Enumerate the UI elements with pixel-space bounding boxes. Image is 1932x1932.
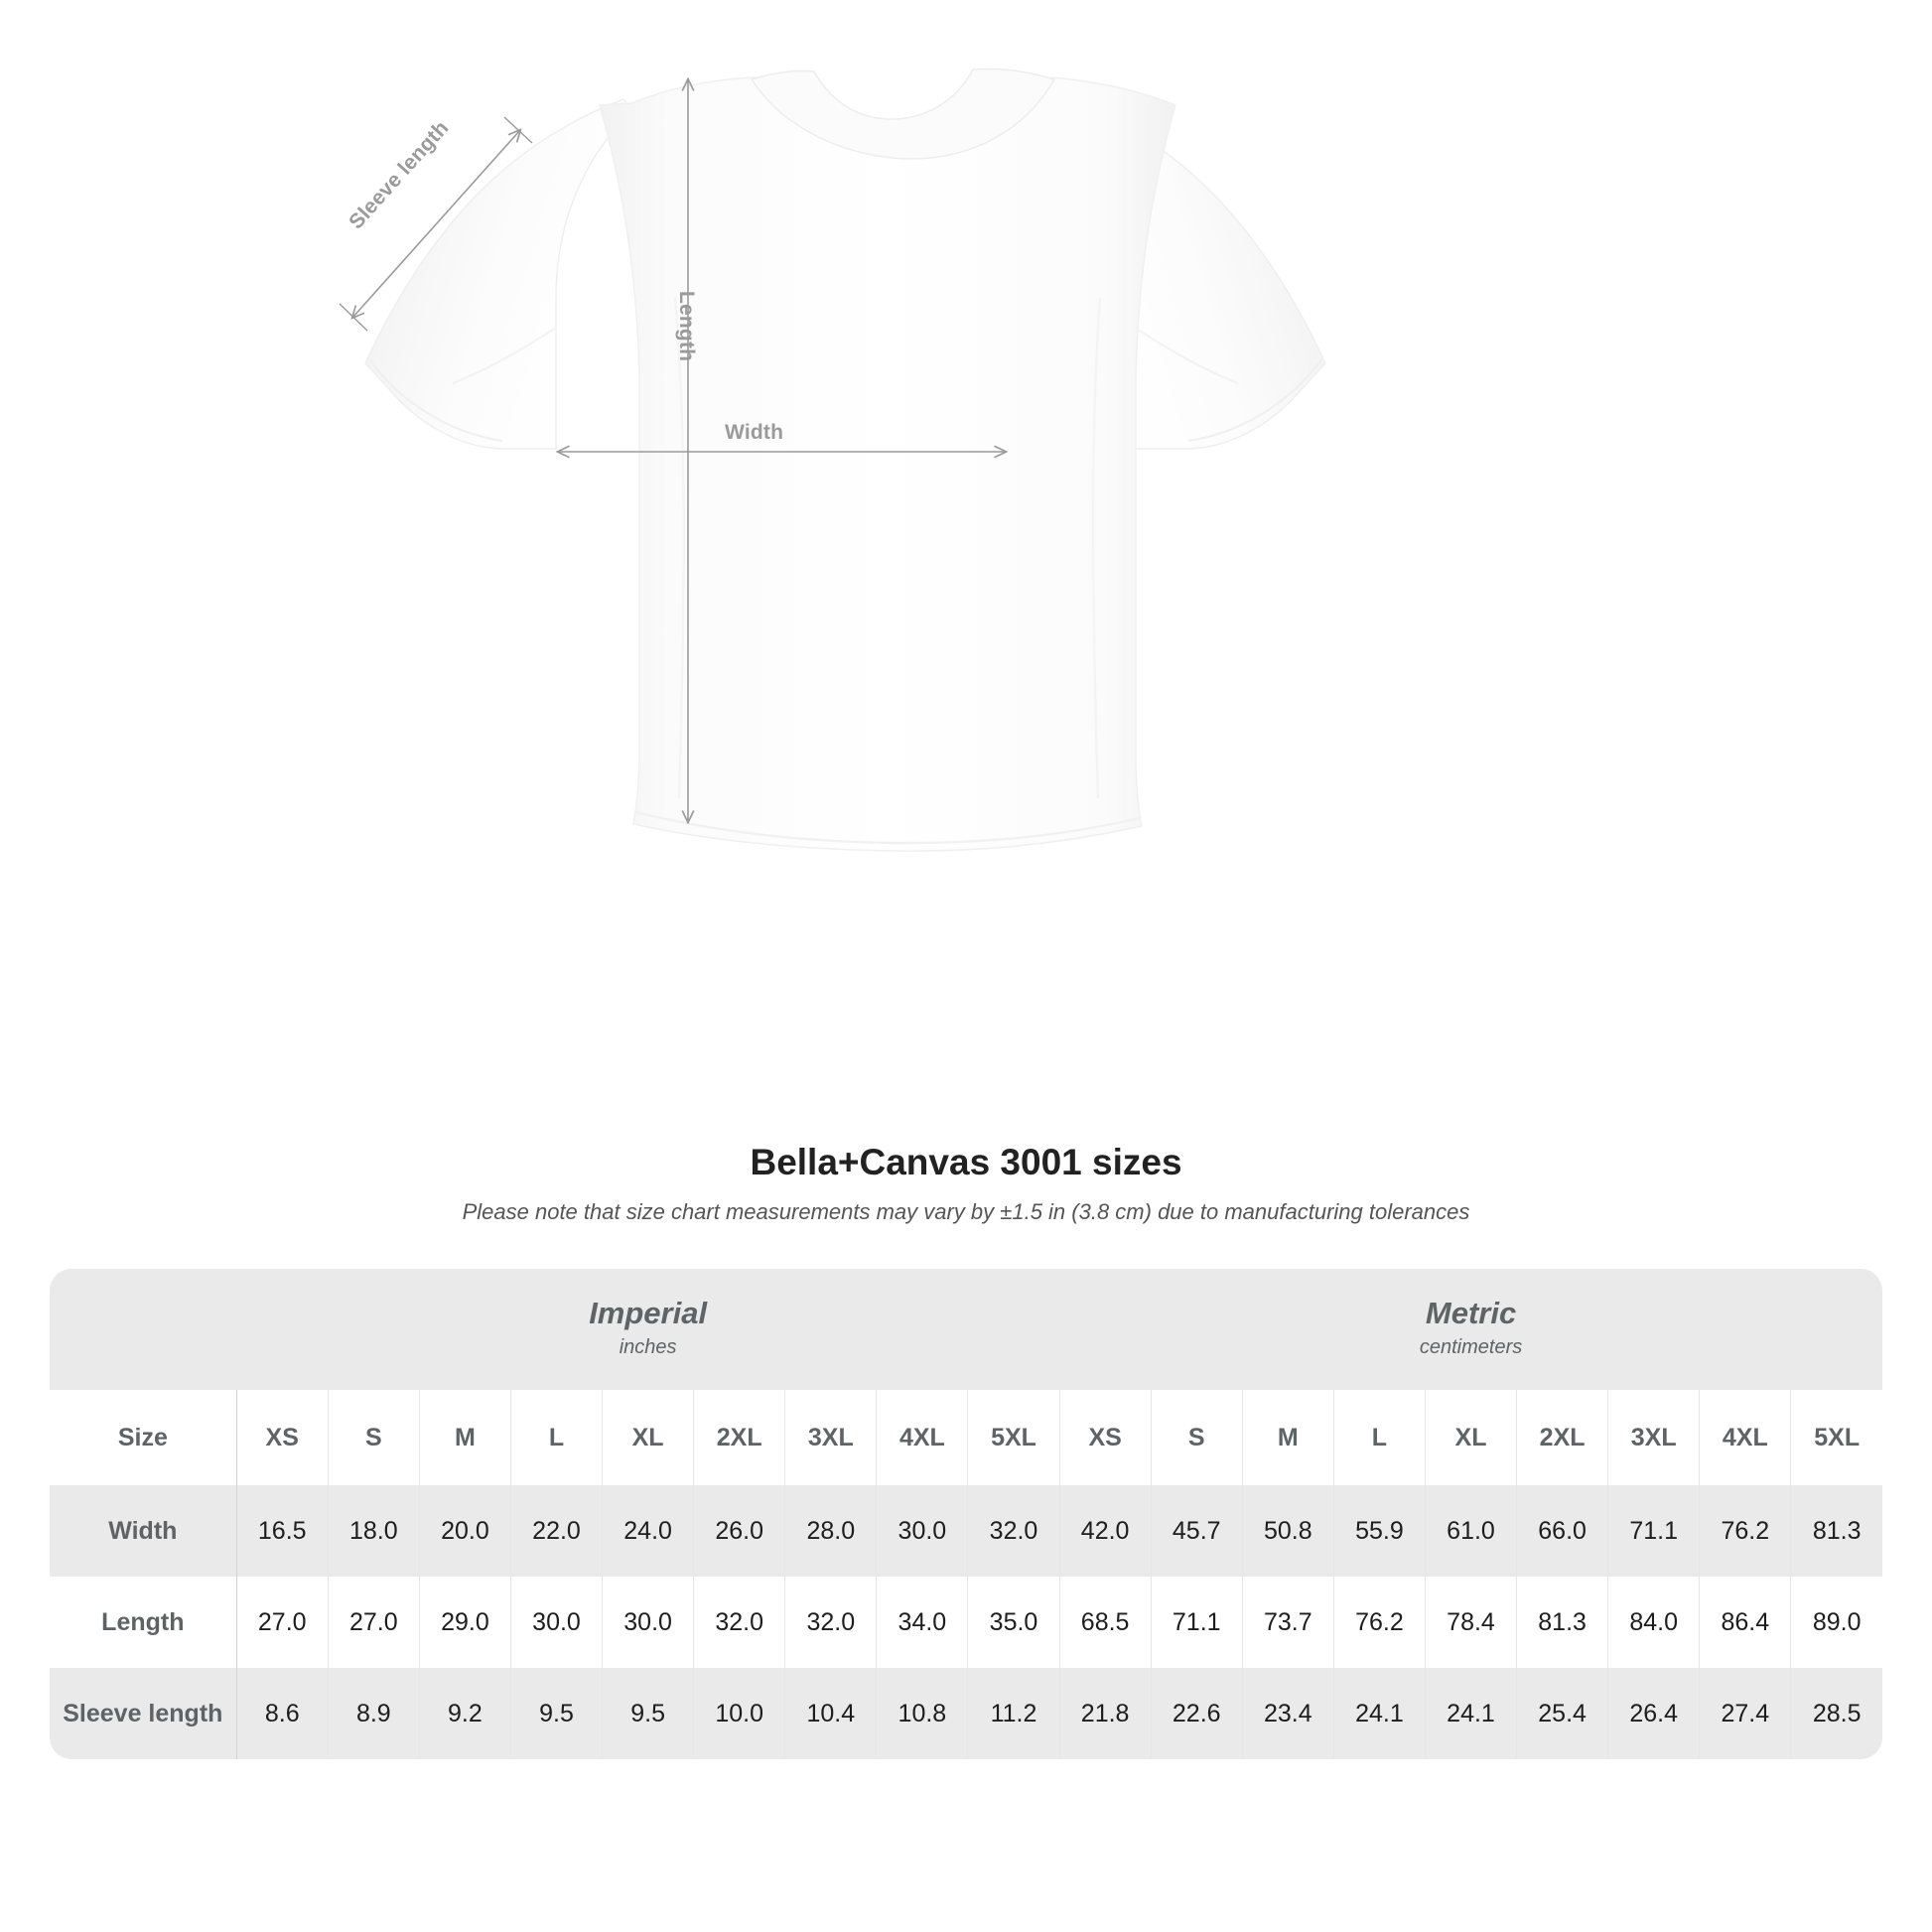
size-chart-table: Imperial inches Metric centimeters Size …	[50, 1269, 1882, 1759]
column-header-metric-xl: XL	[1425, 1390, 1518, 1485]
unit-band-row: Imperial inches Metric centimeters	[50, 1269, 1882, 1390]
cell-width-imperial-xl: 24.0	[602, 1485, 695, 1577]
column-header-metric-3xl: 3XL	[1607, 1390, 1701, 1485]
unit-band-spacer	[50, 1269, 237, 1390]
unit-metric-name: Metric	[1425, 1296, 1517, 1331]
column-header-metric-s: S	[1151, 1390, 1243, 1485]
cell-sleeve-metric-2xl: 25.4	[1516, 1668, 1609, 1759]
cell-sleeve-imperial-s: 8.9	[328, 1668, 420, 1759]
cell-length-imperial-3xl: 32.0	[784, 1577, 878, 1668]
cell-sleeve-metric-xs: 21.8	[1059, 1668, 1152, 1759]
cell-length-metric-xs: 68.5	[1059, 1577, 1152, 1668]
cell-width-metric-xl: 61.0	[1425, 1485, 1518, 1577]
cell-length-metric-l: 76.2	[1333, 1577, 1426, 1668]
tshirt-shape	[364, 68, 1326, 852]
cell-sleeve-metric-5xl: 28.5	[1790, 1668, 1882, 1759]
cell-sleeve-metric-3xl: 26.4	[1607, 1668, 1701, 1759]
cell-width-imperial-l: 22.0	[510, 1485, 604, 1577]
cell-length-metric-5xl: 89.0	[1790, 1577, 1882, 1668]
column-header-imperial-xs: XS	[236, 1390, 329, 1485]
length-dimension-label: Length	[675, 291, 698, 362]
column-header-imperial-xl: XL	[602, 1390, 695, 1485]
cell-sleeve-metric-4xl: 27.4	[1699, 1668, 1792, 1759]
cell-sleeve-metric-s: 22.6	[1151, 1668, 1243, 1759]
tshirt-illustration: Sleeve length Length Width	[339, 68, 1326, 852]
cell-sleeve-imperial-3xl: 10.4	[784, 1668, 878, 1759]
cell-width-imperial-s: 18.0	[328, 1485, 420, 1577]
cell-width-metric-2xl: 66.0	[1516, 1485, 1609, 1577]
cell-sleeve-imperial-2xl: 10.0	[693, 1668, 786, 1759]
column-header-metric-2xl: 2XL	[1516, 1390, 1609, 1485]
width-dimension-label: Width	[725, 421, 784, 444]
cell-width-imperial-2xl: 26.0	[693, 1485, 786, 1577]
cell-length-imperial-4xl: 34.0	[876, 1577, 969, 1668]
column-header-imperial-5xl: 5XL	[967, 1390, 1060, 1485]
size-table-container: Imperial inches Metric centimeters Size …	[50, 1269, 1882, 1759]
unit-group-imperial: Imperial inches	[236, 1269, 1060, 1390]
cell-width-metric-3xl: 71.1	[1607, 1485, 1701, 1577]
cell-length-imperial-5xl: 35.0	[967, 1577, 1060, 1668]
cell-width-metric-4xl: 76.2	[1699, 1485, 1792, 1577]
column-header-metric-4xl: 4XL	[1699, 1390, 1792, 1485]
tolerance-note: Please note that size chart measurements…	[462, 1199, 1470, 1224]
cell-sleeve-metric-xl: 24.1	[1425, 1668, 1518, 1759]
cell-sleeve-imperial-l: 9.5	[510, 1668, 604, 1759]
column-header-imperial-l: L	[510, 1390, 604, 1485]
cell-sleeve-imperial-m: 9.2	[419, 1668, 511, 1759]
cell-length-imperial-xl: 30.0	[602, 1577, 695, 1668]
column-header-metric-m: M	[1242, 1390, 1334, 1485]
row-header-length: Length	[50, 1577, 237, 1668]
column-header-metric-5xl: 5XL	[1790, 1390, 1882, 1485]
cell-width-metric-5xl: 81.3	[1790, 1485, 1882, 1577]
cell-length-imperial-s: 27.0	[328, 1577, 420, 1668]
table-row: Width 16.5 18.0 20.0 22.0 24.0 26.0 28.0…	[50, 1485, 1882, 1577]
cell-length-metric-3xl: 84.0	[1607, 1577, 1701, 1668]
size-header-row: Size XS S M L XL 2XL 3XL 4XL 5XL XS S M …	[50, 1390, 1882, 1485]
cell-sleeve-imperial-4xl: 10.8	[876, 1668, 969, 1759]
cell-width-metric-m: 50.8	[1242, 1485, 1334, 1577]
table-row: Sleeve length 8.6 8.9 9.2 9.5 9.5 10.0 1…	[50, 1668, 1882, 1759]
cell-length-imperial-2xl: 32.0	[693, 1577, 786, 1668]
cell-length-imperial-xs: 27.0	[236, 1577, 329, 1668]
cell-length-imperial-m: 29.0	[419, 1577, 511, 1668]
cell-sleeve-metric-l: 24.1	[1333, 1668, 1426, 1759]
cell-width-imperial-m: 20.0	[419, 1485, 511, 1577]
column-header-metric-l: L	[1333, 1390, 1426, 1485]
cell-length-metric-2xl: 81.3	[1516, 1577, 1609, 1668]
cell-sleeve-imperial-xl: 9.5	[602, 1668, 695, 1759]
measurement-guides	[339, 79, 1006, 822]
cell-length-metric-s: 71.1	[1151, 1577, 1243, 1668]
column-header-size: Size	[50, 1390, 237, 1485]
unit-imperial-name: Imperial	[589, 1296, 708, 1331]
cell-length-metric-xl: 78.4	[1425, 1577, 1518, 1668]
cell-length-metric-4xl: 86.4	[1699, 1577, 1792, 1668]
row-header-sleeve-length: Sleeve length	[50, 1668, 237, 1759]
column-header-metric-xs: XS	[1059, 1390, 1152, 1485]
unit-imperial-sub: inches	[619, 1335, 677, 1358]
cell-sleeve-metric-m: 23.4	[1242, 1668, 1334, 1759]
column-header-imperial-4xl: 4XL	[876, 1390, 969, 1485]
row-header-width: Width	[50, 1485, 237, 1577]
cell-width-metric-s: 45.7	[1151, 1485, 1243, 1577]
unit-group-metric: Metric centimeters	[1059, 1269, 1882, 1390]
column-header-imperial-3xl: 3XL	[784, 1390, 878, 1485]
column-header-imperial-s: S	[328, 1390, 420, 1485]
cell-length-metric-m: 73.7	[1242, 1577, 1334, 1668]
page-title: Bella+Canvas 3001 sizes	[750, 1142, 1182, 1182]
unit-metric-sub: centimeters	[1419, 1335, 1523, 1358]
cell-width-imperial-3xl: 28.0	[784, 1485, 878, 1577]
cell-sleeve-imperial-xs: 8.6	[236, 1668, 329, 1759]
column-header-imperial-2xl: 2XL	[693, 1390, 786, 1485]
column-header-imperial-m: M	[419, 1390, 511, 1485]
cell-width-metric-l: 55.9	[1333, 1485, 1426, 1577]
cell-sleeve-imperial-5xl: 11.2	[967, 1668, 1060, 1759]
cell-width-metric-xs: 42.0	[1059, 1485, 1152, 1577]
table-row: Length 27.0 27.0 29.0 30.0 30.0 32.0 32.…	[50, 1577, 1882, 1668]
cell-width-imperial-5xl: 32.0	[967, 1485, 1060, 1577]
cell-length-imperial-l: 30.0	[510, 1577, 604, 1668]
cell-width-imperial-4xl: 30.0	[876, 1485, 969, 1577]
cell-width-imperial-xs: 16.5	[236, 1485, 329, 1577]
chart-heading-block: Bella+Canvas 3001 sizes Please note that…	[0, 1142, 1932, 1225]
